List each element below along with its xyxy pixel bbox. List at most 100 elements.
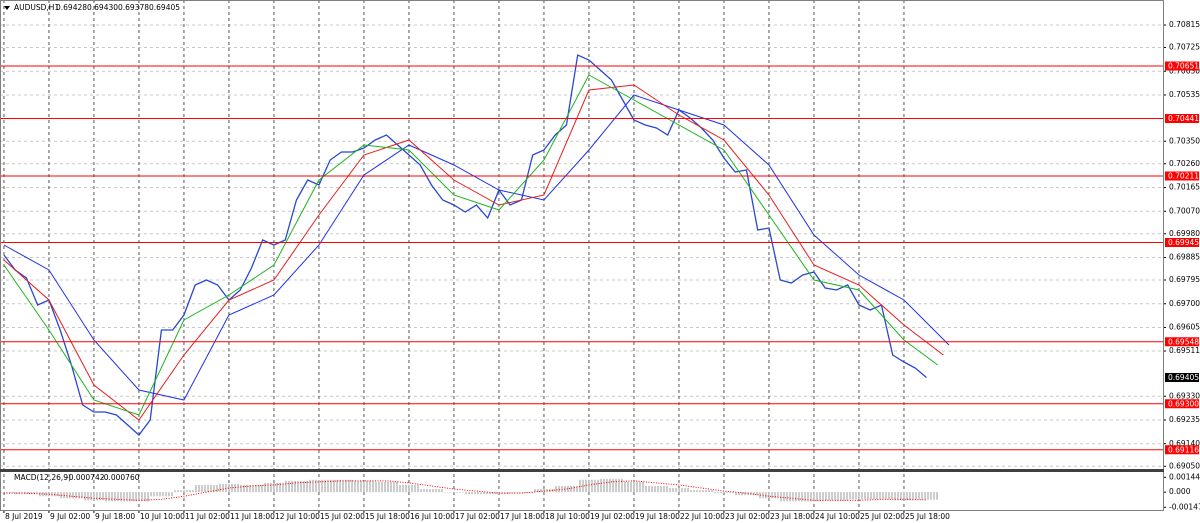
y-tick-label: 0.69885 <box>1169 253 1200 262</box>
series-line <box>3 84 944 421</box>
macd-bar <box>825 492 848 501</box>
x-tick-label: 15 Jul 02:00 <box>320 512 365 521</box>
macd-bar <box>600 478 623 493</box>
macd-y-tick-label: 0.001443 <box>1169 472 1200 481</box>
macd-bar <box>892 492 916 501</box>
x-tick-label: 17 Jul 02:00 <box>455 512 500 521</box>
macd-y-tick-label: -0.001477 <box>1169 502 1200 511</box>
macd-value: -0.000760 <box>101 473 140 482</box>
macd-bar <box>105 492 128 502</box>
header-value: 0.69430 <box>87 3 118 12</box>
x-tick-label: 19 Jul 18:00 <box>635 512 680 521</box>
macd-bar <box>735 492 758 496</box>
macd-bar <box>82 492 106 501</box>
current-price-box <box>1165 373 1199 382</box>
header-value: 0.69405 <box>149 3 180 12</box>
level-label: 0.70651 <box>1168 62 1199 71</box>
macd-bar <box>397 484 421 493</box>
level-label: 0.70441 <box>1168 114 1199 123</box>
x-tick-label: 11 Jul 18:00 <box>230 512 275 521</box>
macd-bar <box>262 482 286 493</box>
macd-bar <box>802 492 826 502</box>
y-tick-label: 0.70630 <box>1169 66 1200 75</box>
y-tick-label: 0.69700 <box>1169 299 1200 308</box>
header-value: 0.69378 <box>118 3 149 12</box>
y-tick-label: 0.69605 <box>1169 323 1200 332</box>
y-tick-label: 0.70350 <box>1169 136 1200 145</box>
x-tick-label: 22 Jul 10:00 <box>680 512 725 521</box>
level-label-box <box>1165 399 1199 409</box>
macd-bar <box>577 479 601 493</box>
pane-separator <box>0 469 1164 472</box>
level-label: 0.69945 <box>1168 238 1199 247</box>
macd-value: -0.000742 <box>66 473 105 482</box>
grid <box>0 0 1166 513</box>
y-tick-label: 0.70070 <box>1169 206 1200 215</box>
level-label: 0.70211 <box>1168 172 1199 181</box>
macd-bar <box>442 492 466 493</box>
macd-bar <box>532 489 556 493</box>
level-label-box <box>1165 238 1199 247</box>
x-tick-label: 23 Jul 18:00 <box>770 512 815 521</box>
macd-bar <box>150 492 173 497</box>
y-tick-label: 0.69140 <box>1169 439 1200 448</box>
y-tick-label: 0.69795 <box>1169 275 1200 284</box>
level-label-box <box>1165 114 1199 123</box>
x-tick-label: 19 Jul 02:00 <box>590 512 635 521</box>
macd-bar <box>60 492 83 499</box>
x-tick-label: 10 Jul 10:00 <box>140 512 185 521</box>
x-tick-label: 25 Jul 02:00 <box>860 512 905 521</box>
macd-bar <box>870 492 893 500</box>
y-tick-label: 0.70260 <box>1169 159 1200 168</box>
x-tick-label: 9 Jul 18:00 <box>95 512 135 521</box>
series-line <box>3 94 950 401</box>
macd-bar <box>622 481 646 493</box>
macd-bar <box>712 492 736 494</box>
x-tick-label: 16 Jul 10:00 <box>410 512 455 521</box>
y-tick-label: 0.70165 <box>1169 183 1200 192</box>
macd-bar <box>195 484 218 493</box>
y-tick-label: 0.69980 <box>1169 229 1200 238</box>
header-value: 0.69428 <box>56 3 87 12</box>
macd-bar <box>487 492 511 495</box>
macd-bar <box>307 479 331 493</box>
current-price-label: 0.69405 <box>1168 373 1199 382</box>
menu-icon[interactable] <box>4 6 10 10</box>
macd-bar <box>0 492 16 494</box>
x-tick-label: 23 Jul 02:00 <box>725 512 770 521</box>
macd-bar <box>172 490 196 493</box>
y-tick-label: 0.70725 <box>1169 43 1200 52</box>
macd-bar <box>375 481 398 493</box>
y-tick-label: 0.69330 <box>1169 391 1200 400</box>
x-tick-label: 17 Jul 18:00 <box>500 512 545 521</box>
macd-bar <box>757 492 781 499</box>
macd-bar <box>352 480 376 493</box>
macd-bar <box>285 480 308 493</box>
level-label: 0.69300 <box>1168 399 1199 408</box>
macd-title: MACD(12,26,9) <box>14 473 71 482</box>
macd-bar <box>330 479 353 493</box>
chart-title: AUDUSD,H1 <box>14 3 59 12</box>
macd-bar <box>555 485 578 493</box>
x-tick-label: 9 Jul 02:00 <box>50 512 90 521</box>
y-tick-label: 0.69511 <box>1169 346 1200 355</box>
x-tick-label: 11 Jul 02:00 <box>185 512 230 521</box>
macd-bar <box>240 484 263 493</box>
level-label-box <box>1165 445 1199 455</box>
macd-bar <box>127 492 151 502</box>
macd-bar <box>915 492 938 500</box>
level-label-box <box>1165 171 1199 181</box>
macd-bar <box>780 492 803 502</box>
plot <box>0 54 1163 502</box>
x-tick-label: 12 Jul 10:00 <box>275 512 320 521</box>
x-tick-label: 8 Jul 2019 <box>5 512 43 521</box>
series-line <box>3 54 927 436</box>
macd-signal <box>3 480 927 501</box>
macd-bar <box>645 485 668 493</box>
macd-bar <box>667 488 691 493</box>
y-tick-label: 0.69235 <box>1169 415 1200 424</box>
series-line <box>3 74 939 416</box>
